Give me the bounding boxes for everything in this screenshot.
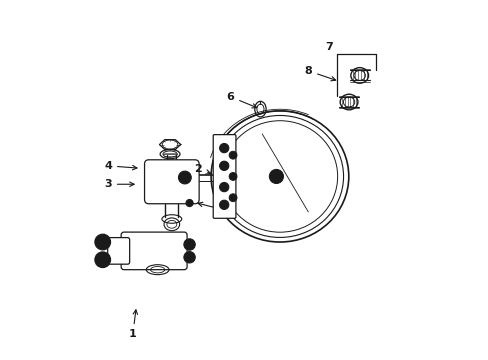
- Circle shape: [186, 241, 192, 248]
- Circle shape: [219, 144, 228, 153]
- Circle shape: [221, 185, 226, 190]
- Circle shape: [221, 145, 226, 150]
- FancyBboxPatch shape: [213, 135, 235, 218]
- Circle shape: [229, 151, 237, 159]
- Text: 3: 3: [104, 179, 134, 189]
- Circle shape: [187, 201, 191, 205]
- Circle shape: [100, 257, 105, 262]
- Circle shape: [219, 161, 228, 170]
- Circle shape: [95, 234, 110, 250]
- Text: 7: 7: [325, 42, 333, 52]
- Circle shape: [183, 239, 195, 250]
- Text: 4: 4: [104, 161, 137, 171]
- Circle shape: [95, 252, 110, 267]
- Circle shape: [186, 254, 192, 260]
- Text: 5: 5: [198, 202, 228, 215]
- Circle shape: [269, 169, 283, 184]
- Circle shape: [219, 200, 228, 210]
- Text: 8: 8: [304, 66, 335, 81]
- Circle shape: [183, 252, 195, 263]
- FancyBboxPatch shape: [144, 160, 199, 204]
- Text: 1: 1: [129, 310, 137, 339]
- Circle shape: [178, 171, 191, 184]
- Text: 6: 6: [226, 92, 256, 108]
- FancyBboxPatch shape: [121, 232, 187, 270]
- FancyBboxPatch shape: [107, 238, 129, 264]
- Circle shape: [219, 183, 228, 192]
- Circle shape: [229, 172, 237, 180]
- Circle shape: [100, 239, 105, 244]
- Circle shape: [98, 255, 107, 265]
- Circle shape: [229, 194, 237, 202]
- Circle shape: [185, 199, 193, 207]
- Circle shape: [98, 237, 107, 247]
- Circle shape: [221, 163, 226, 168]
- Text: 2: 2: [194, 165, 210, 174]
- Circle shape: [221, 202, 226, 207]
